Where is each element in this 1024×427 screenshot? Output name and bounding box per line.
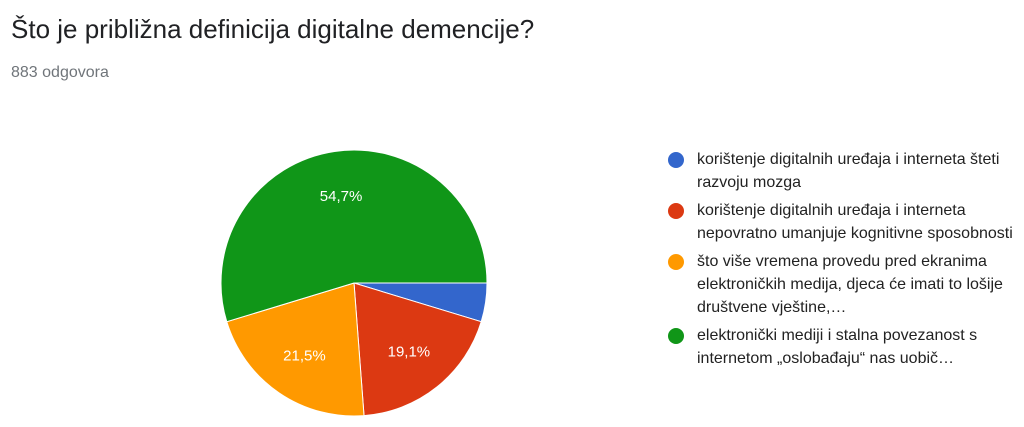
question-title: Što je približna definicija digitalne de…: [11, 14, 535, 44]
legend: korištenje digitalnih uređaja i internet…: [668, 148, 1018, 375]
slice-label: 21,5%: [283, 347, 326, 364]
slice-label: 19,1%: [388, 344, 431, 361]
legend-label: korištenje digitalnih uređaja i internet…: [697, 202, 1013, 242]
slice-label: 54,7%: [320, 188, 363, 205]
legend-item[interactable]: što više vremena provedu pred ekranima e…: [668, 250, 1018, 319]
legend-dot-icon: [668, 203, 684, 219]
legend-dot-icon: [668, 328, 684, 344]
pie-slice[interactable]: [226, 282, 365, 417]
legend-item[interactable]: elektronički mediji i stalna povezanost …: [668, 324, 1018, 370]
pie-chart: 19,1% 21,5% 54,7%: [220, 149, 488, 417]
legend-dot-icon: [668, 254, 684, 270]
response-count: 883 odgovora: [11, 64, 109, 81]
legend-item[interactable]: korištenje digitalnih uređaja i internet…: [668, 199, 1018, 245]
legend-item[interactable]: korištenje digitalnih uređaja i internet…: [668, 148, 1018, 194]
legend-label: elektronički mediji i stalna povezanost …: [697, 327, 978, 367]
pie-slice[interactable]: [353, 282, 482, 417]
legend-label: korištenje digitalnih uređaja i internet…: [697, 151, 1000, 191]
pie-slice[interactable]: [220, 149, 488, 323]
legend-label: što više vremena provedu pred ekranima e…: [697, 253, 1003, 316]
legend-dot-icon: [668, 152, 684, 168]
